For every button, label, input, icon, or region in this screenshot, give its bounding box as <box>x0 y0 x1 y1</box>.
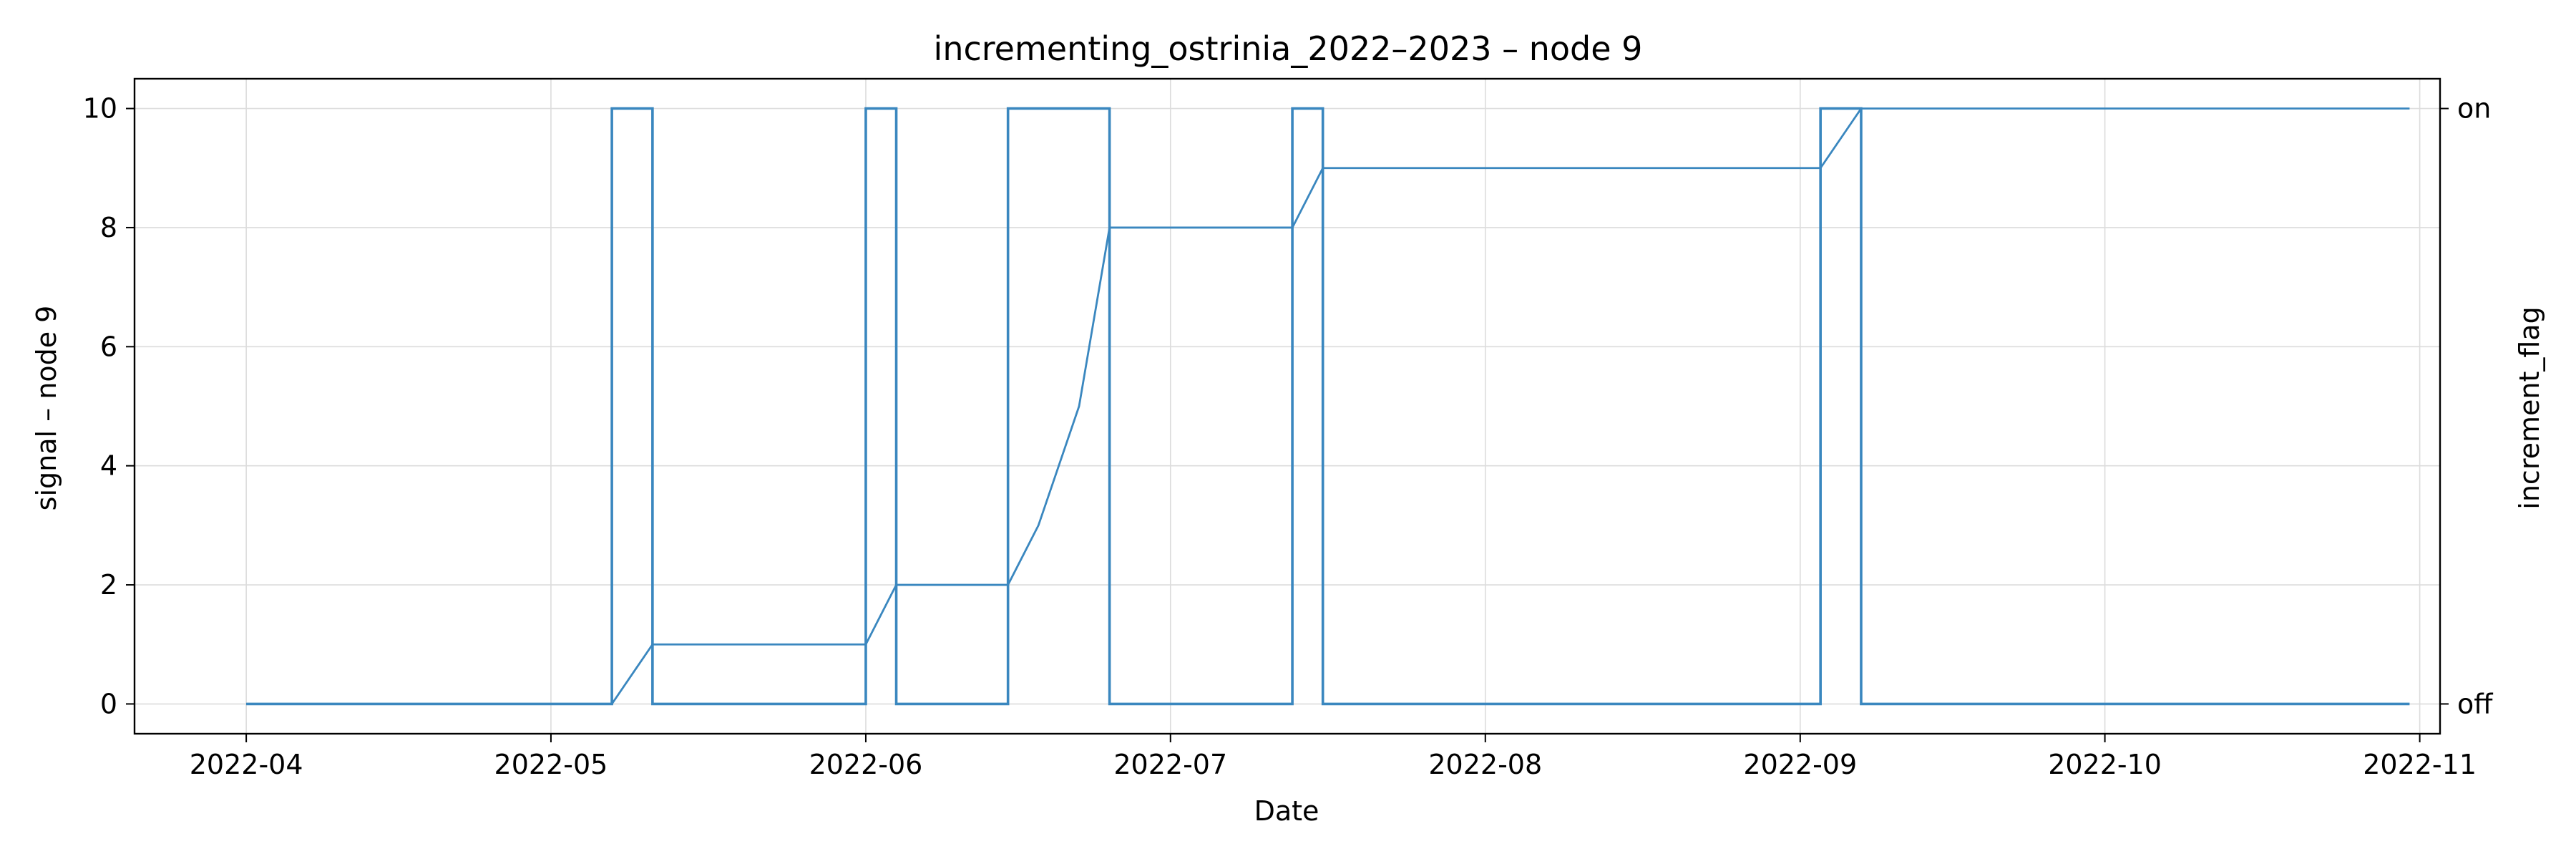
y-tick-label: 6 <box>100 331 117 362</box>
y-tick-label: 4 <box>100 450 117 482</box>
x-tick-label: 2022-10 <box>2048 749 2162 780</box>
y2-tick-label: off <box>2457 688 2493 719</box>
y-tick-label: 8 <box>100 212 117 243</box>
series-layer <box>246 107 2410 706</box>
y-tick-label: 10 <box>83 93 117 125</box>
chart-title: incrementing_ostrinia_2022–2023 – node 9 <box>934 29 1643 68</box>
y2-tick-label: on <box>2457 93 2491 125</box>
x-tick-label: 2022-09 <box>1743 749 1857 780</box>
x-tick-label: 2022-11 <box>2363 749 2477 780</box>
signal-line <box>246 107 2410 705</box>
x-tick-label: 2022-07 <box>1113 749 1227 780</box>
y-axis: 0 2 4 6 8 10 <box>83 93 135 719</box>
plot-frame <box>133 77 2441 735</box>
y-axis-label: signal – node 9 <box>31 306 62 511</box>
x-tick-label: 2022-04 <box>190 749 303 780</box>
x-tick-label: 2022-08 <box>1428 749 1542 780</box>
x-tick-label: 2022-05 <box>494 749 608 780</box>
y-tick-label: 2 <box>100 569 117 601</box>
x-axis-label: Date <box>1254 795 1319 827</box>
x-tick-label: 2022-06 <box>809 749 923 780</box>
increment-flag-line <box>246 107 2410 706</box>
x-axis: 2022-04 2022-05 2022-06 2022-07 2022-08 2022-… <box>190 734 2477 780</box>
y2-axis-label: increment_flag <box>2514 306 2545 509</box>
y-tick-label: 0 <box>100 688 117 719</box>
y2-axis: off on <box>2440 93 2493 719</box>
